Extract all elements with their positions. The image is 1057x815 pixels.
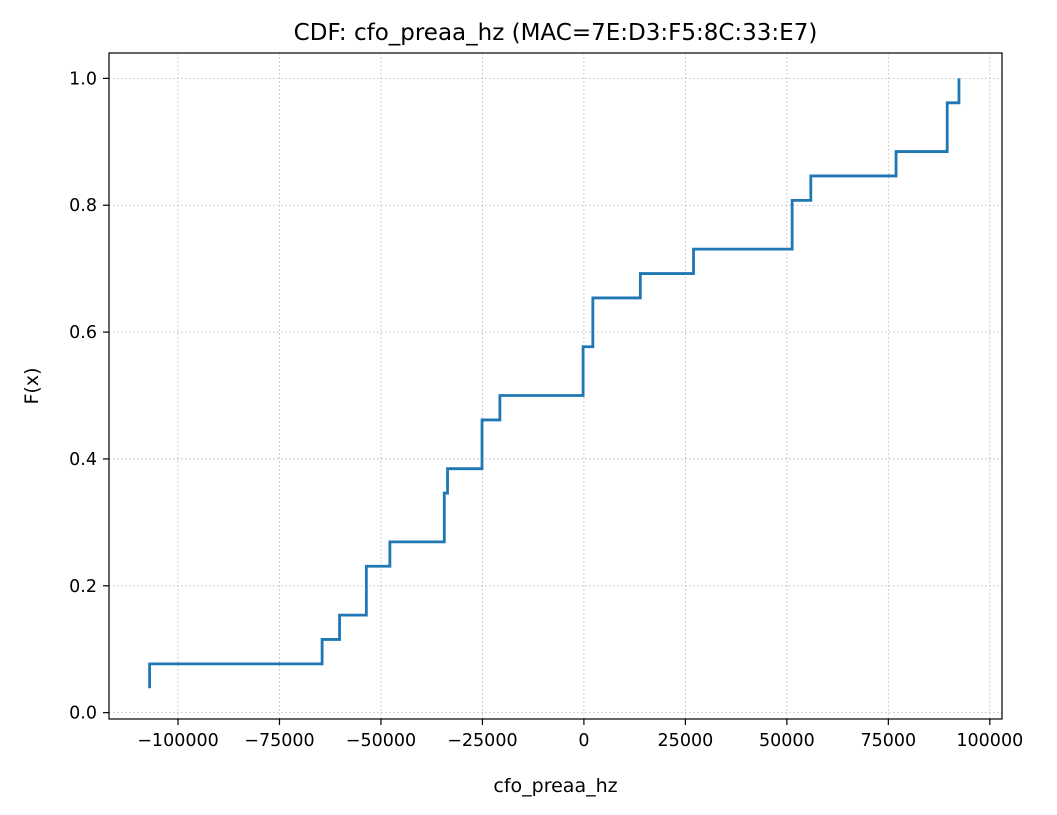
y-axis-label: F(x) xyxy=(21,368,43,405)
x-tick-label: 0 xyxy=(578,731,589,751)
cdf-series-line xyxy=(148,78,961,689)
x-tick-label: −50000 xyxy=(346,731,416,751)
x-tick-label: 100000 xyxy=(956,731,1023,751)
x-tick-label: 75000 xyxy=(861,731,917,751)
y-tick-label: 0.4 xyxy=(69,450,97,470)
x-tick-label: 25000 xyxy=(658,731,714,751)
x-axis-label: cfo_preaa_hz xyxy=(493,775,617,797)
grid-lines xyxy=(109,53,1002,719)
y-tick-label: 1.0 xyxy=(69,69,97,89)
plot-frame xyxy=(108,52,1003,720)
axis-ticks: −100000 −75000 −50000 −25000 0 25000 50000 7500… xyxy=(69,69,1023,751)
x-tick-label: −100000 xyxy=(137,731,218,751)
y-tick-label: 0.8 xyxy=(69,196,97,216)
x-tick-label: −75000 xyxy=(244,731,314,751)
y-tick-label: 0.0 xyxy=(69,704,97,724)
chart-title: CDF: cfo_preaa_hz (MAC=7E:D3:F5:8C:33:E7… xyxy=(294,20,818,46)
x-tick-label: −25000 xyxy=(447,731,517,751)
y-tick-label: 0.6 xyxy=(69,323,97,343)
y-tick-label: 0.2 xyxy=(69,577,97,597)
x-tick-label: 50000 xyxy=(759,731,815,751)
